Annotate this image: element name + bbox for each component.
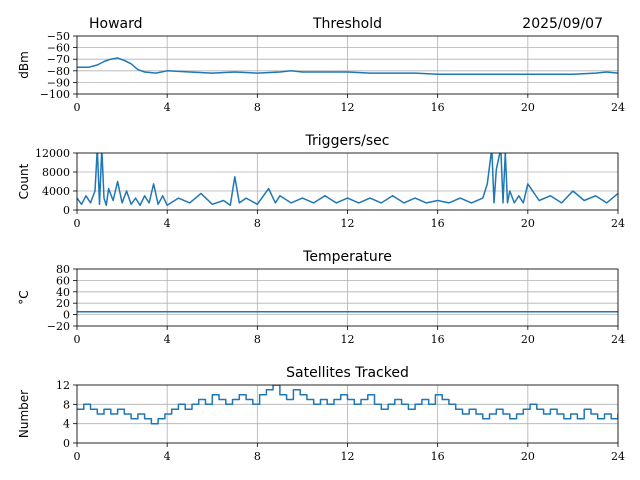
y-axis-label: Number [17, 390, 31, 438]
y-axis-label: °C [17, 290, 31, 304]
y-tick-label: 40 [56, 286, 70, 299]
y-tick-label: 4000 [42, 185, 70, 198]
date-label: 2025/09/07 [522, 16, 603, 32]
y-tick-label: 0 [63, 437, 70, 450]
series-line [77, 57, 618, 76]
x-tick-label: 8 [254, 101, 261, 114]
x-tick-label: 24 [611, 101, 625, 114]
y-tick-label: −60 [47, 42, 70, 55]
y-tick-label: 80 [56, 263, 70, 276]
x-tick-label: 12 [341, 450, 355, 463]
y-tick-label: −100 [40, 88, 70, 101]
y-tick-label: 20 [56, 297, 70, 310]
x-tick-label: 24 [611, 333, 625, 346]
x-tick-label: 12 [341, 333, 355, 346]
x-tick-label: 4 [164, 333, 171, 346]
y-tick-label: 0 [63, 309, 70, 322]
x-tick-label: 12 [341, 217, 355, 230]
chart-title: Satellites Tracked [286, 365, 409, 381]
x-tick-label: 24 [611, 450, 625, 463]
x-tick-label: 8 [254, 333, 261, 346]
chart-title: Temperature [302, 249, 392, 265]
x-tick-label: 20 [521, 450, 535, 463]
y-tick-label: −50 [47, 30, 70, 43]
y-tick-label: −70 [47, 53, 70, 66]
y-tick-label: −90 [47, 76, 70, 89]
triggers-panel: 0 4 8 12 16 20 24 0 4000 8000 12000 Triggers/sec Cou… [17, 133, 625, 230]
x-tick-label: 24 [611, 217, 625, 230]
x-tick-label: 16 [431, 450, 445, 463]
y-tick-label: 0 [63, 204, 70, 217]
y-tick-label: 8 [63, 398, 70, 411]
threshold-panel: 0 4 8 12 16 20 24 −100−90−80−70−60−50 Threshold d… [17, 16, 625, 114]
x-tick-label: 0 [74, 217, 81, 230]
x-tick-label: 0 [74, 450, 81, 463]
x-tick-label: 16 [431, 333, 445, 346]
x-tick-label: 4 [164, 217, 171, 230]
station-label: Howard [89, 16, 143, 32]
x-tick-label: 16 [431, 217, 445, 230]
x-tick-label: 4 [164, 101, 171, 114]
y-tick-label: 4 [63, 418, 70, 431]
x-tick-label: 8 [254, 217, 261, 230]
x-tick-label: 8 [254, 450, 261, 463]
x-tick-label: 20 [521, 217, 535, 230]
x-tick-label: 12 [341, 101, 355, 114]
y-tick-label: 8000 [42, 166, 70, 179]
series-line [77, 385, 618, 425]
x-tick-label: 0 [74, 101, 81, 114]
y-axis-label: Count [17, 163, 31, 199]
y-tick-label: 60 [56, 274, 70, 287]
y-tick-label: 12 [56, 379, 70, 392]
y-tick-label: −80 [47, 65, 70, 78]
x-tick-label: 4 [164, 450, 171, 463]
satellites-panel: 0 4 8 12 16 20 24 0 4 8 12 Satellites Tracked Number [17, 365, 625, 463]
chart-title: Triggers/sec [305, 133, 390, 149]
y-tick-label: −20 [47, 320, 70, 333]
y-tick-label: 12000 [35, 147, 70, 160]
x-tick-label: 0 [74, 333, 81, 346]
y-axis-label: dBm [17, 51, 31, 79]
x-tick-label: 16 [431, 101, 445, 114]
x-tick-label: 20 [521, 101, 535, 114]
x-tick-label: 20 [521, 333, 535, 346]
chart-title: Threshold [312, 16, 382, 32]
series-line [77, 153, 618, 207]
